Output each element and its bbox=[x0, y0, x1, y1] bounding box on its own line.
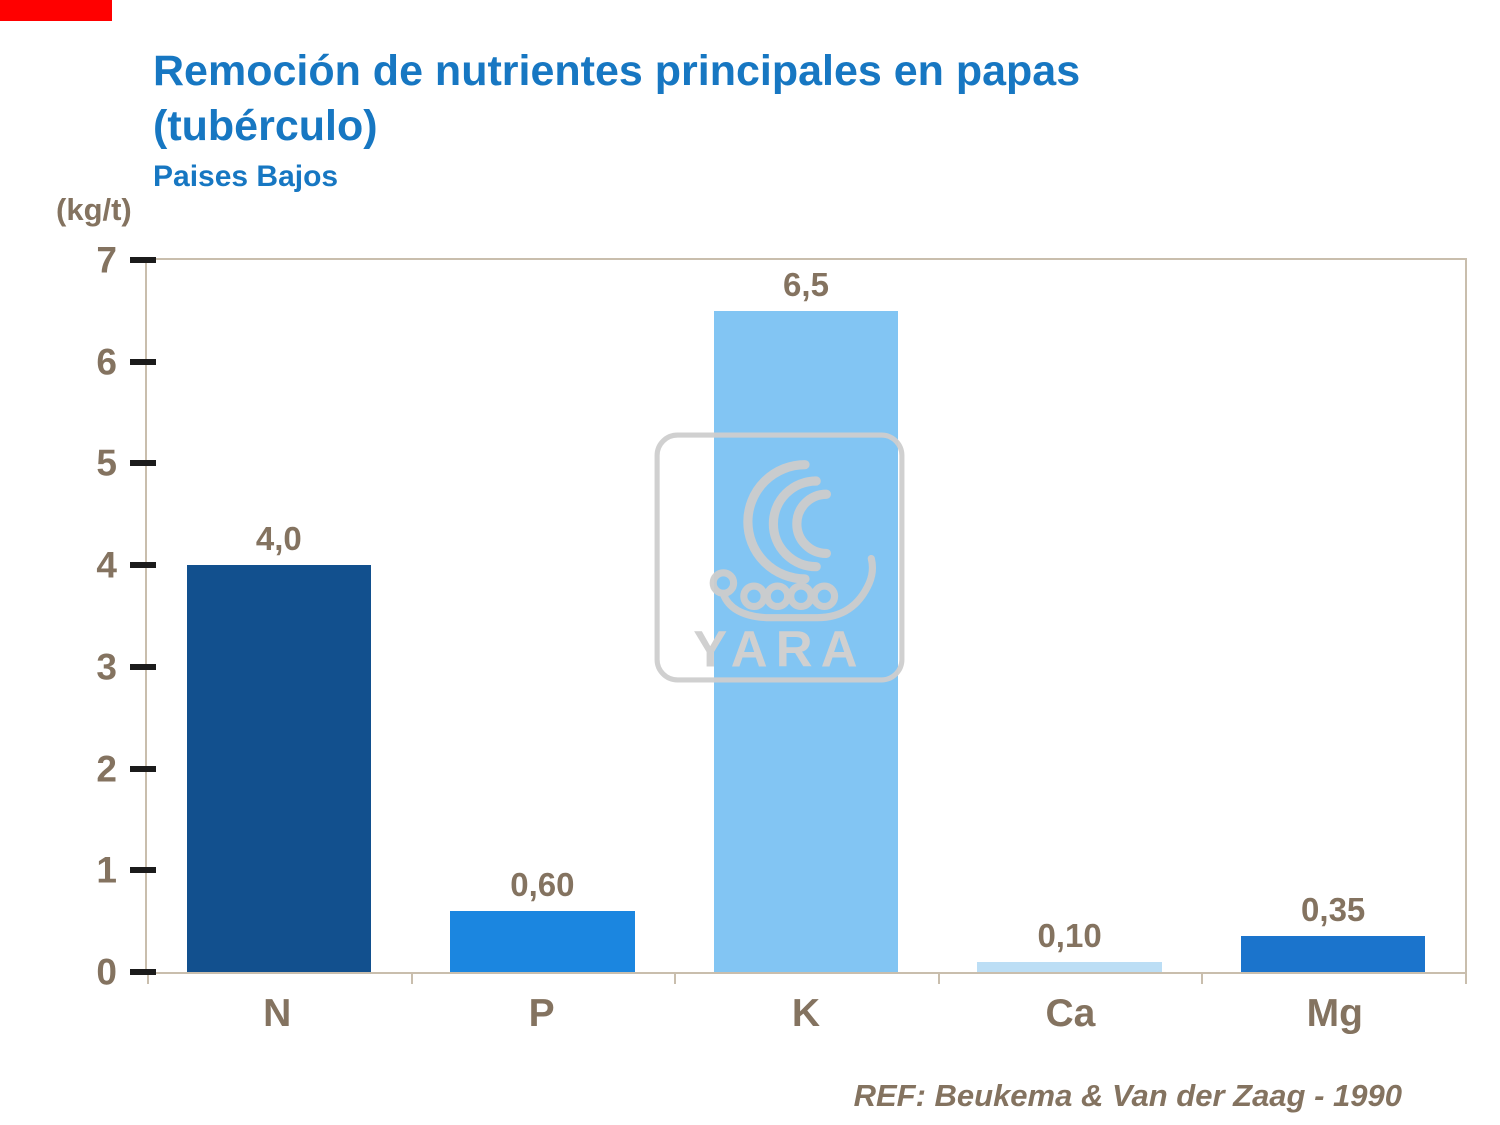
x-axis-label-K: K bbox=[791, 992, 821, 1035]
bar-P bbox=[450, 910, 635, 972]
y-axis-tick bbox=[130, 969, 156, 975]
x-axis-tick bbox=[937, 972, 940, 984]
reference-text: REF: Beukema & Van der Zaag - 1990 bbox=[853, 1078, 1402, 1113]
bar-K bbox=[713, 310, 899, 972]
y-axis-tick bbox=[130, 663, 156, 670]
bar-column-Ca: 0,10 bbox=[938, 260, 1202, 972]
x-axis-labels: N P K Ca Mg bbox=[145, 992, 1467, 1036]
page-title-line2: (tubérculo) bbox=[153, 102, 378, 151]
x-axis-tick bbox=[1465, 972, 1467, 984]
y-axis-label-2: 2 bbox=[96, 748, 117, 790]
y-axis-label-7: 7 bbox=[96, 239, 117, 281]
y-axis-tick bbox=[130, 257, 156, 263]
y-axis-label-3: 3 bbox=[96, 646, 117, 688]
x-axis-tick bbox=[147, 972, 149, 984]
y-axis-tick bbox=[130, 562, 156, 569]
bars: 4,0 0,60 6,5 0,10 0,35 bbox=[147, 260, 1465, 972]
y-axis-label-6: 6 bbox=[96, 341, 117, 383]
x-axis-label-N: N bbox=[263, 992, 292, 1035]
bar-Ca bbox=[977, 961, 1162, 972]
bar-column-N: 4,0 bbox=[147, 260, 411, 972]
bar-column-P: 0,60 bbox=[411, 260, 675, 972]
y-axis-label-1: 1 bbox=[96, 849, 117, 891]
title-block: Remoción de nutrientes principales en pa… bbox=[153, 44, 1403, 194]
y-axis-label-0: 0 bbox=[96, 951, 117, 993]
x-axis-tick bbox=[1201, 972, 1204, 984]
y-axis-tick bbox=[130, 460, 156, 467]
x-axis-label-Mg: Mg bbox=[1306, 992, 1363, 1035]
y-axis-unit-label: (kg/t) bbox=[56, 192, 132, 227]
bar-N bbox=[186, 565, 372, 972]
y-axis-tick bbox=[130, 867, 156, 874]
x-axis-label-P: P bbox=[528, 992, 555, 1035]
x-axis-tick bbox=[410, 972, 413, 984]
bar-value-label-Ca: 0,10 bbox=[1037, 916, 1102, 954]
bar-Mg bbox=[1240, 936, 1426, 972]
bar-value-label-Mg: 0,35 bbox=[1301, 891, 1366, 929]
accent-red-bar bbox=[0, 0, 112, 21]
bar-column-K: 6,5 bbox=[674, 260, 938, 972]
y-axis-tick bbox=[130, 765, 156, 772]
bar-value-label-N: 4,0 bbox=[255, 519, 302, 557]
page-title-line1: Remoción de nutrientes principales en pa… bbox=[153, 47, 1081, 95]
bar-column-Mg: 0,35 bbox=[1201, 260, 1465, 972]
y-axis-label-5: 5 bbox=[96, 442, 117, 484]
y-axis-tick bbox=[130, 358, 156, 365]
page-subtitle: Paises Bajos bbox=[153, 160, 339, 194]
x-axis-label-Ca: Ca bbox=[1045, 992, 1096, 1035]
bar-value-label-K: 6,5 bbox=[783, 265, 829, 303]
y-axis-label-4: 4 bbox=[96, 544, 117, 586]
x-axis-tick bbox=[674, 972, 677, 984]
bar-value-label-P: 0,60 bbox=[510, 865, 575, 903]
